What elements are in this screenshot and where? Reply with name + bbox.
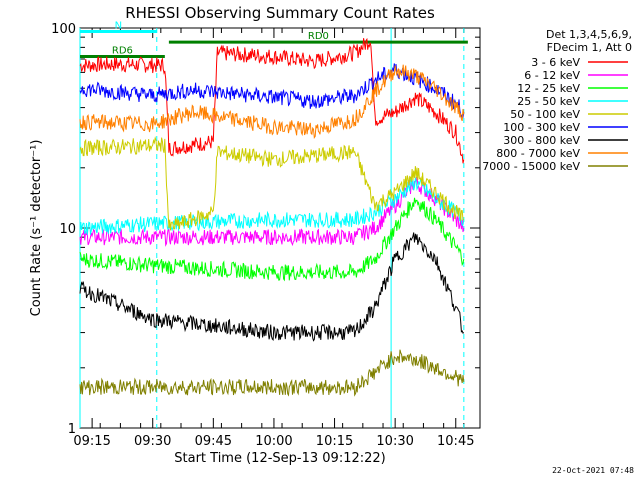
- annotation-label: RD6: [112, 46, 133, 57]
- series-line-7000-15000-kev: [79, 349, 465, 397]
- x-tick-label: 09:15: [73, 434, 110, 449]
- annotation-label: N: [115, 21, 122, 32]
- legend-label: 800 - 7000 keV: [496, 147, 580, 160]
- legend-label: 3 - 6 keV: [531, 56, 580, 69]
- y-tick-label: 100: [51, 22, 76, 37]
- series-line-12-25-kev: [79, 197, 465, 282]
- y-tick-label: 1: [68, 422, 76, 437]
- x-tick-label: 10:15: [316, 434, 353, 449]
- legend-label: 7000 - 15000 keV: [482, 160, 580, 173]
- y-tick-label: 10: [59, 222, 76, 237]
- annotation-label: RD0: [308, 31, 329, 42]
- footer-timestamp: 22-Oct-2021 07:48: [552, 466, 634, 475]
- x-axis-label: Start Time (12-Sep-13 09:12:22): [174, 451, 385, 466]
- x-tick-label: 09:30: [134, 434, 171, 449]
- x-tick-label: 09:45: [195, 434, 232, 449]
- series-line-50-100-kev: [79, 136, 464, 231]
- series-line-800-7000-kev: [79, 64, 465, 140]
- legend-header-line-2: FDecim 1, Att 0: [546, 41, 632, 54]
- x-tick-label: 10:00: [255, 434, 292, 449]
- chart-title: RHESSI Observing Summary Count Rates: [125, 4, 435, 22]
- legend-label: 6 - 12 keV: [524, 69, 580, 82]
- x-tick-label: 10:30: [376, 434, 413, 449]
- legend-label: 300 - 800 keV: [503, 134, 580, 147]
- x-tick-label: 10:45: [437, 434, 474, 449]
- legend-header-line-1: Det 1,3,4,5,6,9,: [545, 28, 632, 41]
- series-line-6-12-kev: [79, 176, 465, 247]
- legend-label: 25 - 50 keV: [517, 95, 580, 108]
- legend-label: 50 - 100 keV: [510, 108, 580, 121]
- series-line-25-50-kev: [79, 176, 465, 235]
- y-axis-label: Count Rate (s⁻¹ detector⁻¹): [29, 140, 44, 317]
- series-line-3-6-kev: [79, 37, 465, 164]
- legend-label: 12 - 25 keV: [517, 82, 580, 95]
- series-line-300-800-kev: [79, 232, 465, 342]
- legend-label: 100 - 300 keV: [503, 121, 580, 134]
